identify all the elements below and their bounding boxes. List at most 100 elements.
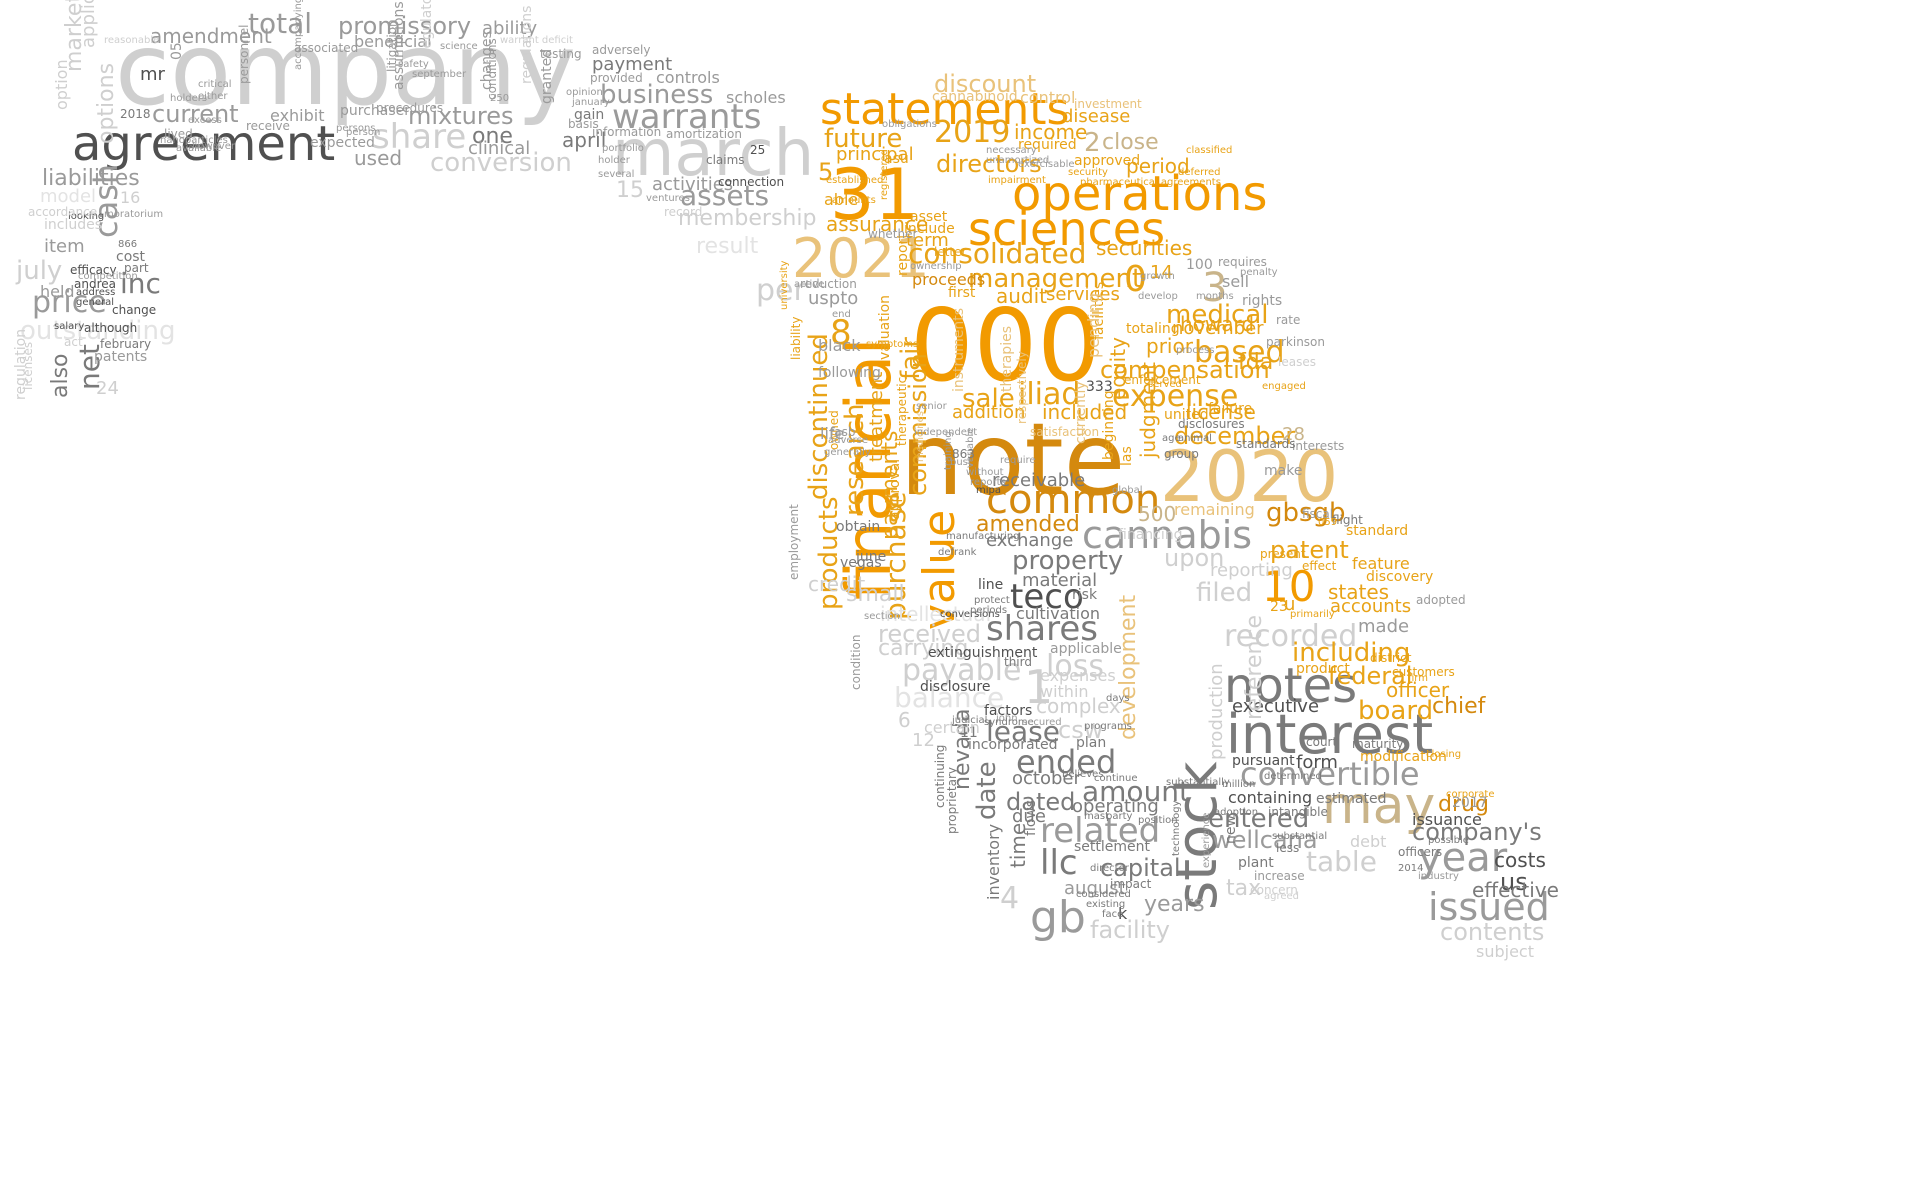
word-current: current	[152, 100, 239, 128]
word-increase: increase	[1254, 869, 1305, 883]
word-effect: effect	[1302, 559, 1337, 573]
word-penalty: penalty	[1240, 267, 1278, 278]
word-approval: approval	[887, 458, 903, 520]
word-12: 12	[912, 730, 935, 751]
word-k: k	[1118, 904, 1128, 923]
word-science: science	[440, 41, 478, 52]
word-sale: sale	[962, 384, 1015, 414]
word-firm: firm	[1408, 673, 1428, 684]
word-valuation: valuation	[877, 294, 893, 360]
word-chief: chief	[1432, 694, 1486, 719]
word-disease: disease	[1062, 106, 1131, 127]
word-enforcement: enforcement	[1124, 373, 1201, 387]
word-including: including	[1292, 638, 1411, 668]
word-held: held	[40, 282, 75, 301]
word-industry: industry	[1418, 871, 1459, 882]
word-possible: possible	[1428, 835, 1469, 846]
word-andrea: andrea	[74, 277, 116, 291]
word-available: available	[176, 143, 222, 154]
word-total: total	[248, 7, 313, 40]
word-warrant-deficit: warrant deficit	[500, 35, 573, 46]
word-standards: standards	[1236, 437, 1296, 451]
word-senior: senior	[916, 401, 947, 412]
word-years: years	[1144, 892, 1205, 917]
word-present: present	[1260, 547, 1306, 561]
word-september: september	[412, 69, 467, 80]
word-john: john	[996, 713, 1018, 724]
word-substantial: substantial	[1272, 831, 1328, 842]
word-maturity: maturity	[1352, 737, 1404, 751]
word-generally: generally	[824, 447, 871, 458]
word-looking: looking	[68, 211, 105, 222]
word-provided: provided	[590, 71, 643, 85]
word-intellectual: intellectual	[880, 602, 992, 626]
word-modification: modification	[1360, 749, 1447, 765]
word-license: license	[1186, 400, 1256, 424]
word-25: 25	[750, 143, 766, 157]
word-500: 500	[1138, 502, 1177, 526]
word-wellcana: wellcana	[1212, 826, 1318, 854]
word-growth: growth	[1140, 271, 1175, 282]
word-liabilities: liabilities	[42, 166, 140, 191]
word-property: property	[1012, 546, 1124, 576]
word-district: district	[1370, 651, 1412, 665]
word-effective: effective	[1472, 878, 1559, 902]
word-third: third	[1004, 655, 1032, 669]
word-rate: rate	[1276, 313, 1301, 327]
word-necessary: necessary	[986, 145, 1037, 156]
word-866: 866	[118, 239, 138, 250]
word-2021: 2021	[792, 227, 930, 290]
word-asu: asu	[884, 151, 909, 167]
word-issuance: issuance	[1412, 810, 1482, 829]
word-salary: salary	[54, 321, 85, 332]
word-position: position	[1138, 815, 1178, 826]
word-part: part	[124, 261, 149, 275]
word-cannabinoid: cannabinoid	[932, 89, 1018, 105]
word-required: required	[1018, 137, 1077, 153]
word-tax: tax	[1226, 876, 1262, 901]
word-feature: feature	[1352, 554, 1410, 573]
word-consolidated: consolidated	[908, 237, 1087, 270]
word-credit: credit	[808, 572, 866, 596]
word-approved: approved	[1074, 153, 1141, 169]
word-also: also	[48, 353, 73, 398]
word-january: january	[572, 97, 610, 108]
word-exhibit: exhibit	[270, 106, 325, 125]
word-amount: amount	[1082, 775, 1191, 808]
word-person: person	[346, 127, 381, 138]
word-balance: balance	[894, 681, 1005, 714]
word-november: november	[1172, 318, 1264, 339]
word-registered: registered	[879, 149, 890, 200]
word-iliad: iliad	[1018, 377, 1081, 412]
word-excess: excess	[188, 115, 222, 126]
word-personnel: personnel	[237, 24, 251, 84]
word-adoption: adoption	[1214, 807, 1259, 818]
word-june: june	[856, 549, 887, 565]
word-statements: statements	[820, 84, 1070, 135]
word-plant: plant	[1238, 855, 1274, 871]
word-december: december	[1174, 422, 1296, 450]
word-executive: executive	[1232, 696, 1320, 717]
word-2019: 2019	[934, 115, 1011, 150]
word-assurance: assurance	[826, 212, 929, 236]
word-exchange: exchange	[986, 530, 1074, 551]
word-established: established	[826, 175, 884, 186]
word-application: application	[78, 0, 99, 48]
word-convertible: convertible	[1240, 755, 1420, 793]
word-model: model	[40, 186, 97, 207]
word-letter: letter	[934, 245, 967, 259]
word-october: october	[1012, 768, 1081, 789]
word-make: make	[1264, 463, 1303, 479]
word-global: global	[1112, 485, 1143, 496]
word-amended: amended	[976, 512, 1080, 537]
word-leases: leases	[1278, 355, 1316, 369]
word-factors: factors	[984, 703, 1033, 719]
word-protect: protect	[974, 595, 1010, 606]
word-amortization: amortization	[666, 127, 742, 141]
word-critical: critical	[198, 79, 232, 90]
word-operating: operating	[1072, 796, 1159, 817]
word-programs: programs	[1084, 721, 1132, 732]
word-end: end	[832, 309, 851, 320]
word-used: used	[354, 146, 403, 170]
word-testing: testing	[540, 47, 582, 61]
